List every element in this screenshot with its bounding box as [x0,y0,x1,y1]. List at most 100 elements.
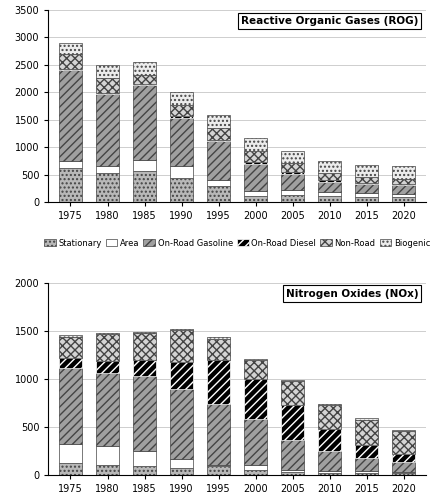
Bar [95,446,119,466]
Bar [132,160,156,172]
Bar [354,197,378,202]
Bar [280,172,304,174]
Bar [243,358,267,360]
Bar [354,182,378,184]
Bar [280,382,304,405]
Bar [391,179,414,184]
Bar [391,430,414,432]
Bar [280,440,304,470]
Bar [95,94,119,166]
Bar [243,360,267,379]
Bar [354,193,378,197]
Bar [317,182,341,192]
Bar [95,373,119,446]
Bar [280,174,304,190]
Bar [95,334,119,360]
Bar [170,116,193,117]
Bar [59,358,82,368]
Bar [59,336,82,358]
Bar [354,445,378,458]
Bar [354,177,378,182]
Bar [317,406,341,429]
Bar [95,78,119,92]
Bar [243,419,267,465]
Bar [317,429,341,450]
Bar [132,466,156,475]
Bar [354,472,378,475]
Bar [59,335,82,336]
Bar [280,163,304,172]
Bar [243,465,267,469]
Bar [132,75,156,84]
Bar [317,450,341,470]
Bar [317,472,341,475]
Bar [243,164,267,190]
Bar [206,116,230,128]
Bar [132,376,156,452]
Text: Nitrogen Oxides (NOx): Nitrogen Oxides (NOx) [285,288,417,298]
Bar [95,92,119,94]
Bar [317,180,341,182]
Bar [170,362,193,390]
Bar [391,472,414,473]
Bar [354,420,378,445]
Bar [170,390,193,458]
Bar [206,337,230,338]
Bar [132,334,156,359]
Bar [206,404,230,466]
Bar [391,184,414,186]
Bar [95,360,119,373]
Bar [391,186,414,194]
Bar [243,151,267,162]
Bar [391,194,414,197]
Bar [59,69,82,70]
Bar [132,452,156,466]
Bar [280,380,304,382]
Bar [132,85,156,160]
Bar [132,172,156,202]
Bar [354,418,378,420]
Bar [354,164,378,177]
Text: Reactive Organic Gases (ROG): Reactive Organic Gases (ROG) [240,16,417,26]
Bar [95,166,119,173]
Bar [132,332,156,334]
Bar [317,192,341,196]
Bar [391,432,414,454]
Bar [170,104,193,116]
Bar [317,470,341,472]
Bar [170,468,193,475]
Bar [59,42,82,54]
Bar [170,178,193,202]
Bar [170,92,193,104]
Bar [95,66,119,78]
Bar [206,141,230,180]
Bar [243,190,267,196]
Bar [206,186,230,202]
Bar [317,196,341,202]
Bar [170,166,193,178]
Bar [59,462,82,475]
Bar [280,195,304,202]
Bar [354,184,378,193]
Bar [206,338,230,360]
Bar [132,84,156,85]
Bar [354,471,378,472]
Bar [206,128,230,140]
Bar [59,161,82,168]
Bar [317,161,341,173]
Bar [95,333,119,334]
Bar [170,118,193,166]
Bar [391,166,414,179]
Bar [243,470,267,475]
Bar [354,458,378,471]
Bar [206,360,230,404]
Bar [280,405,304,440]
Bar [317,404,341,406]
Bar [59,54,82,69]
Bar [59,168,82,202]
Bar [280,151,304,163]
Bar [391,473,414,475]
Bar [280,190,304,195]
Bar [170,458,193,468]
Bar [391,454,414,462]
